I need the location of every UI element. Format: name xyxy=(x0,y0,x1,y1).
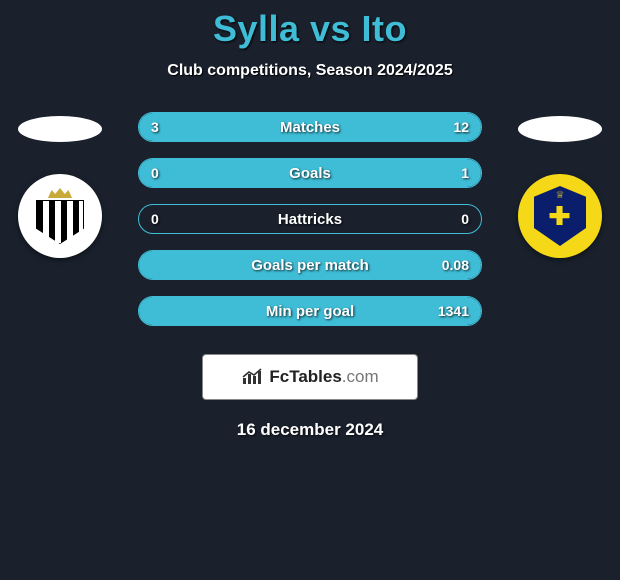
stat-value-right: 0.08 xyxy=(430,251,481,279)
stat-row: Goals per match0.08 xyxy=(138,250,482,280)
chart-icon xyxy=(241,368,263,386)
stat-value-right: 0 xyxy=(449,205,481,233)
club-badge-right[interactable]: ♕ ✚ xyxy=(518,174,602,258)
stat-label: Matches xyxy=(139,113,481,141)
comparison-area: ♕ ✚ 3Matches120Goals10Hattricks0Goals pe… xyxy=(0,112,620,332)
stat-row: 3Matches12 xyxy=(138,112,482,142)
country-flag-left xyxy=(18,116,102,142)
branding-text-domain: .com xyxy=(342,367,379,386)
crest-charleroi-icon xyxy=(36,188,84,244)
stat-label: Hattricks xyxy=(139,205,481,233)
country-flag-right xyxy=(518,116,602,142)
stat-label: Goals xyxy=(139,159,481,187)
page-title: Sylla vs Ito xyxy=(0,8,620,50)
stat-row: Min per goal1341 xyxy=(138,296,482,326)
branding-logo[interactable]: FcTables.com xyxy=(202,354,418,400)
branding-text-main: FcTables xyxy=(269,367,341,386)
stat-value-right: 12 xyxy=(441,113,481,141)
date-label: 16 december 2024 xyxy=(0,420,620,440)
stat-row: 0Hattricks0 xyxy=(138,204,482,234)
stat-row: 0Goals1 xyxy=(138,158,482,188)
comparison-widget: Sylla vs Ito Club competitions, Season 2… xyxy=(0,0,620,440)
stat-value-right: 1 xyxy=(449,159,481,187)
stat-value-right: 1341 xyxy=(426,297,481,325)
club-badge-left[interactable] xyxy=(18,174,102,258)
branding-text: FcTables.com xyxy=(269,367,378,387)
crest-stvv-icon: ♕ ✚ xyxy=(534,186,586,246)
subtitle: Club competitions, Season 2024/2025 xyxy=(0,62,620,80)
stats-table: 3Matches120Goals10Hattricks0Goals per ma… xyxy=(138,112,482,326)
